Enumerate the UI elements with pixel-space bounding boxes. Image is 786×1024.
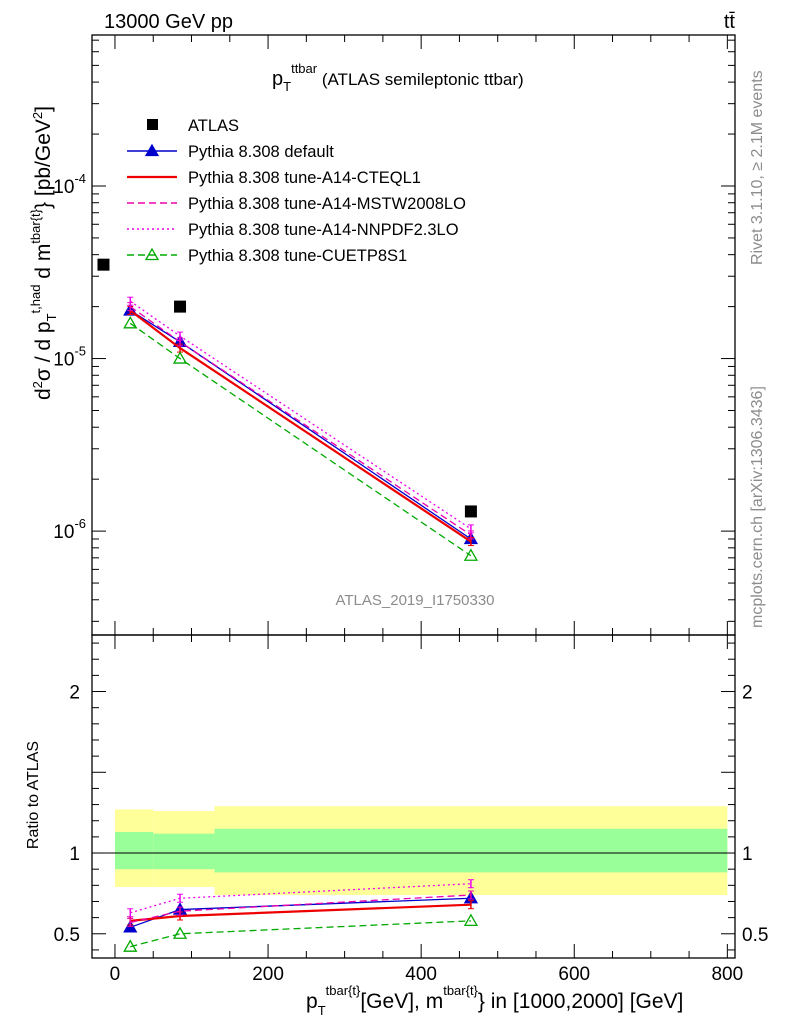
xlabel-sup2: tbar{t} bbox=[443, 983, 478, 998]
ratio-panel: 0 200 400 600 800 0.5 0.5 1 1 2 2 bbox=[54, 634, 768, 985]
legend-label-0: Pythia 8.308 default bbox=[188, 143, 334, 161]
legend-marker-0 bbox=[144, 143, 160, 157]
ratio-series-line-2 bbox=[130, 894, 471, 924]
ratio-series-line-4 bbox=[130, 920, 471, 948]
ratio-band-inner-2 bbox=[214, 828, 728, 873]
atlas-data-point-1 bbox=[174, 300, 187, 313]
chart-title: pTttbar (ATLAS semileptonic ttbar) bbox=[272, 61, 524, 94]
atlas-data-point-0 bbox=[97, 258, 110, 271]
ratio-ytick-label-right-0: 0.5 bbox=[742, 925, 768, 946]
main-ytick-label-1: 10-5 bbox=[53, 344, 86, 371]
ratio-xtick-label-0: 0 bbox=[110, 964, 121, 985]
main-series-point-4-2 bbox=[463, 548, 479, 561]
legend-label-1: Pythia 8.308 tune-A14-CTEQL1 bbox=[188, 169, 421, 187]
header-energy-label: 13000 GeV pp bbox=[104, 11, 233, 33]
ratio-xtick-label-2: 400 bbox=[405, 964, 437, 985]
ratio-xtick-label-1: 200 bbox=[252, 964, 284, 985]
mcplots-label: mcplots.cern.ch [arXiv:1306.3436] bbox=[749, 386, 766, 628]
ratio-xlabel: pTtbar{t}[GeV], mtbar{t}} in [1000,2000]… bbox=[306, 983, 683, 1018]
xlabel-p: p bbox=[306, 990, 318, 1013]
ratio-series-point-4-0 bbox=[123, 939, 138, 952]
main-ylabel: d2σ / d pTt,had d mtbar{t}} [pb/GeV2] bbox=[28, 106, 59, 400]
ratio-ylabel: Ratio to ATLAS bbox=[25, 741, 42, 849]
ratio-series-point-4-2 bbox=[463, 913, 479, 927]
legend-label-atlas: ATLAS bbox=[188, 117, 239, 135]
ratio-xtick-label-3: 600 bbox=[558, 964, 590, 985]
chart-title-p: p bbox=[272, 68, 283, 90]
ratio-band-inner-1 bbox=[153, 833, 215, 870]
ratio-series-point-4-1 bbox=[172, 926, 188, 939]
legend-label-2: Pythia 8.308 tune-A14-MSTW2008LO bbox=[188, 195, 466, 213]
main-series-point-4-1 bbox=[172, 351, 188, 364]
main-series-line-4 bbox=[129, 322, 472, 557]
legend: ATLAS Pythia 8.308 default Pythia 8.308 tu… bbox=[127, 117, 466, 265]
analysis-id: ATLAS_2019_I1750330 bbox=[335, 592, 494, 609]
ratio-frame bbox=[91, 634, 736, 959]
ratio-ytick-label-right-2: 2 bbox=[742, 683, 753, 704]
atlas-data-point-2 bbox=[464, 505, 477, 518]
legend-marker-atlas bbox=[147, 119, 158, 130]
legend-marker-4 bbox=[144, 247, 160, 261]
ratio-ytick-label-left-1: 1 bbox=[69, 844, 80, 865]
xlabel-rest: } in [1000,2000] [GeV] bbox=[478, 990, 684, 1013]
ratio-ytick-label-right-1: 1 bbox=[742, 844, 753, 865]
main-panel: 10-4 10-5 10-6 ATLAS Pythia 8.308 default Pyt… bbox=[53, 34, 736, 636]
ratio-ytick-label-left-2: 2 bbox=[69, 683, 80, 704]
ratio-ytick-label-left-0: 0.5 bbox=[54, 925, 80, 946]
main-ytick-label-2: 10-6 bbox=[53, 516, 86, 543]
header-process-label: tt̄ bbox=[724, 11, 736, 33]
chart-title-rest: (ATLAS semileptonic ttbar) bbox=[317, 70, 524, 89]
xlabel-sub: T bbox=[318, 1003, 326, 1018]
rivet-label: Rivet 3.1.10, ≥ 2.1M events bbox=[749, 70, 766, 265]
xlabel-mid: [GeV], m bbox=[360, 990, 443, 1013]
legend-label-4: Pythia 8.308 tune-CUETP8S1 bbox=[188, 247, 407, 265]
main-series-line-3 bbox=[129, 300, 472, 530]
main-ytick-label-0: 10-4 bbox=[53, 171, 86, 198]
chart-title-sub: T bbox=[283, 79, 291, 94]
xlabel-sup1: tbar{t} bbox=[326, 983, 361, 998]
main-series-point-4-0 bbox=[123, 316, 138, 329]
ratio-xtick-label-4: 800 bbox=[711, 964, 743, 985]
legend-label-3: Pythia 8.308 tune-A14-NNPDF2.3LO bbox=[188, 221, 459, 239]
ratio-band-inner-0 bbox=[114, 832, 154, 870]
chart-title-sup: ttbar bbox=[291, 61, 318, 76]
